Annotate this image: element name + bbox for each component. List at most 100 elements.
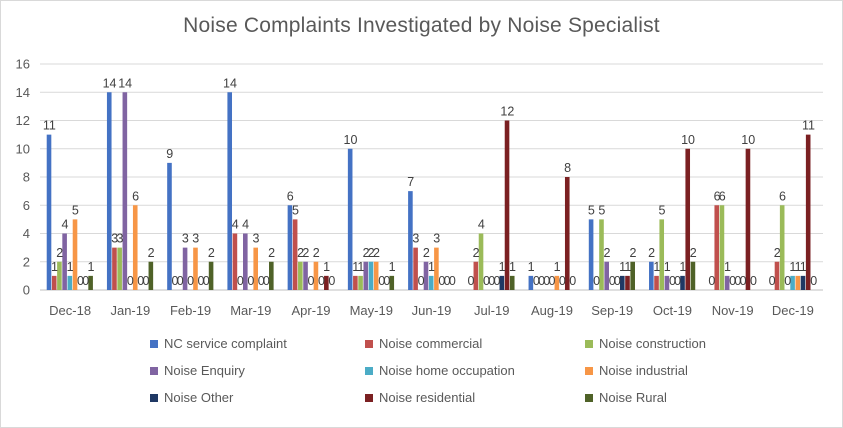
x-tick-label: Dec-19	[772, 303, 814, 318]
data-label: 0	[538, 274, 545, 288]
x-tick-label: May-19	[350, 303, 393, 318]
legend-item: Noise Enquiry	[150, 363, 245, 378]
bar	[774, 261, 780, 290]
y-tick-label: 2	[23, 254, 30, 269]
data-label: 5	[588, 203, 595, 217]
bar	[588, 219, 594, 290]
data-label: 0	[769, 274, 776, 288]
bar	[117, 247, 122, 290]
data-label: 14	[103, 76, 117, 90]
legend-item: Noise home occupation	[365, 363, 515, 378]
data-label: 2	[630, 246, 637, 260]
x-tick-label: Mar-19	[230, 303, 271, 318]
data-label: 0	[258, 274, 265, 288]
y-tick-label: 0	[23, 283, 30, 298]
bar	[619, 275, 625, 290]
bar	[554, 275, 560, 290]
data-label: 4	[61, 218, 68, 232]
bar	[148, 261, 154, 290]
data-label: 11	[43, 119, 56, 133]
bar	[368, 261, 374, 290]
bar	[347, 148, 353, 290]
bar	[243, 233, 248, 290]
bar	[253, 247, 259, 290]
data-label: 3	[182, 232, 189, 246]
data-label: 0	[750, 274, 757, 288]
data-label: 1	[619, 260, 626, 274]
bar	[324, 275, 329, 290]
legend-label: Noise residential	[379, 390, 476, 405]
bar	[779, 205, 785, 290]
data-label: 2	[368, 246, 375, 260]
bar	[106, 92, 112, 290]
bar	[504, 120, 510, 290]
data-label: 0	[609, 274, 616, 288]
data-label: 0	[548, 274, 555, 288]
data-label: 0	[247, 274, 254, 288]
legend-swatch	[365, 366, 373, 375]
x-tick-label: Oct-19	[653, 303, 692, 318]
data-label: 0	[669, 274, 676, 288]
data-label: 3	[116, 232, 123, 246]
legend-label: Noise Other	[164, 390, 234, 405]
data-label: 6	[779, 189, 786, 203]
data-label: 3	[253, 232, 260, 246]
data-label: 0	[328, 274, 335, 288]
y-tick-label: 8	[23, 170, 30, 185]
bar	[625, 275, 630, 290]
x-tick-label: Jan-19	[110, 303, 150, 318]
bar	[57, 261, 62, 290]
bar	[528, 275, 534, 290]
data-label: 0	[237, 274, 244, 288]
data-label: 6	[287, 189, 294, 203]
data-label: 0	[172, 274, 179, 288]
bar	[473, 261, 479, 290]
chart-title: Noise Complaints Investigated by Noise S…	[183, 14, 660, 37]
bar	[690, 261, 696, 290]
data-label: 0	[708, 274, 715, 288]
data-label: 1	[664, 260, 671, 274]
x-tick-label: Apr-19	[292, 303, 331, 318]
data-label: 1	[528, 260, 535, 274]
data-label: 0	[543, 274, 550, 288]
data-label: 1	[499, 260, 506, 274]
x-tick-label: Feb-19	[170, 303, 211, 318]
bar	[428, 275, 434, 290]
data-label: 5	[72, 203, 79, 217]
data-label: 2	[148, 246, 155, 260]
data-label: 0	[187, 274, 194, 288]
data-label: 2	[648, 246, 655, 260]
data-label: 0	[177, 274, 184, 288]
x-tick-label: Aug-19	[531, 303, 573, 318]
bar	[122, 92, 128, 290]
data-label: 0	[729, 274, 736, 288]
data-label: 0	[467, 274, 474, 288]
legend-swatch	[150, 393, 158, 402]
data-label: 4	[478, 218, 485, 232]
data-label: 5	[292, 203, 299, 217]
data-label: 2	[56, 246, 63, 260]
legend-label: Noise commercial	[379, 336, 483, 351]
bar	[313, 261, 319, 290]
y-tick-label: 16	[16, 57, 30, 72]
bar	[654, 275, 659, 290]
data-label: 14	[223, 76, 237, 90]
bars	[46, 92, 811, 290]
data-label: 10	[681, 133, 695, 147]
data-label: 1	[795, 260, 802, 274]
data-label: 3	[412, 232, 419, 246]
data-label: 0	[488, 274, 495, 288]
data-label: 6	[714, 189, 721, 203]
data-label: 1	[428, 260, 435, 274]
data-label: 7	[407, 175, 414, 189]
data-label: 0	[444, 274, 451, 288]
data-label: 3	[433, 232, 440, 246]
data-label: 1	[653, 260, 660, 274]
data-label: 1	[51, 260, 58, 274]
data-label: 11	[802, 119, 815, 133]
bar	[46, 134, 52, 290]
bar	[298, 261, 303, 290]
data-label: 4	[242, 218, 249, 232]
data-label: 1	[323, 260, 330, 274]
